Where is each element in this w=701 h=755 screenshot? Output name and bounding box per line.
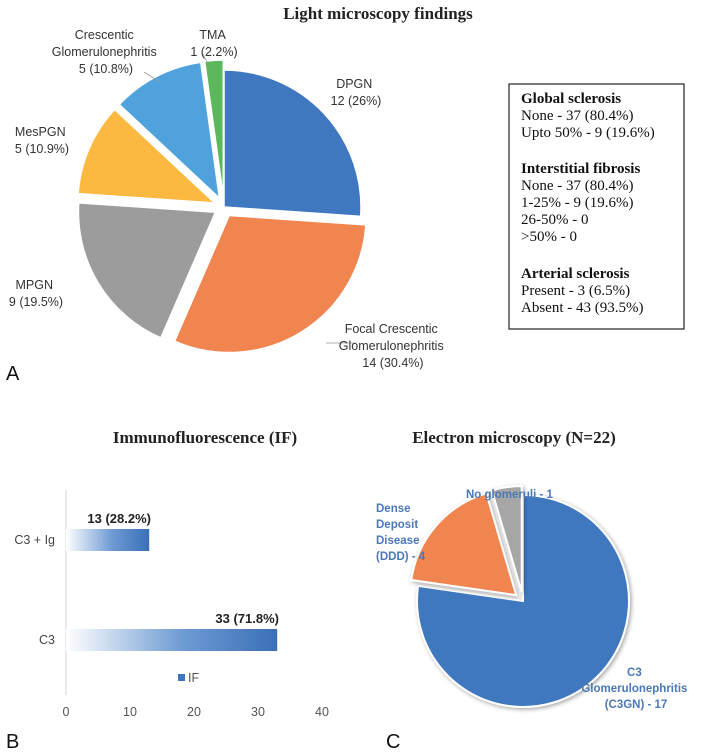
pie-a-leader-lines xyxy=(143,53,356,344)
label-ddd-l2: Deposit xyxy=(376,519,418,531)
summary-box: Global sclerosis None - 37 (80.4%) Upto … xyxy=(508,83,685,330)
chart-a-title: Light microscopy findings xyxy=(283,4,473,23)
bar-c3 xyxy=(66,629,278,651)
legend-if-label: IF xyxy=(188,671,199,685)
label-crescentic-value: 5 (10.8%) xyxy=(79,62,133,76)
label-ddd-l3: Disease xyxy=(376,535,419,547)
category-label-c3: C3 xyxy=(39,633,55,647)
bar-c3-ig xyxy=(66,529,150,551)
electron-microscopy-chart: Electron microscopy (N=22) C3 Glomerulon… xyxy=(376,428,690,753)
summary-box-border xyxy=(508,83,685,330)
label-crescentic: Crescentic Glomerulonephritis 5 (10.8%) xyxy=(52,28,160,76)
label-dpgn-value: 12 (26%) xyxy=(331,94,382,108)
x-tick-40: 40 xyxy=(315,705,329,719)
pie-c-slices xyxy=(410,485,630,708)
pie-slice-mpgn xyxy=(77,202,217,339)
pie-slice-tma xyxy=(203,59,225,198)
category-label-c3-ig: C3 + Ig xyxy=(14,533,55,547)
chart-b-title: Immunofluorescence (IF) xyxy=(113,428,297,447)
label-c3gn-l1: C3 xyxy=(627,667,642,679)
leader-tma xyxy=(202,53,209,65)
immunofluorescence-chart: Immunofluorescence (IF) C3 + Ig 13 (28.2%… xyxy=(6,428,329,753)
label-focal-l2: Glomerulonephritis xyxy=(339,339,444,353)
label-focal-l1: Focal Crescentic xyxy=(345,322,438,336)
pie-slice-no-glomeruli xyxy=(490,485,523,593)
label-mpgn-value: 9 (19.5%) xyxy=(9,295,63,309)
label-focal-value: 14 (30.4%) xyxy=(362,356,423,370)
summary-fibrosis-item-1: None - 37 (80.4%) xyxy=(521,178,633,194)
label-no-glomeruli: No glomeruli - 1 xyxy=(466,489,554,501)
summary-global-heading: Global sclerosis xyxy=(521,91,621,107)
summary-global-item-1: None - 37 (80.4%) xyxy=(521,108,633,124)
summary-arterial-item-2: Absent - 43 (93.5%) xyxy=(521,300,643,316)
data-label-c3: 33 (71.8%) xyxy=(215,611,279,626)
label-mpgn-name: MPGN xyxy=(16,278,54,292)
pie-slice-dense-deposit-disease-ddd xyxy=(410,492,518,597)
label-crescentic-l1: Crescentic xyxy=(75,28,134,42)
summary-arterial-heading: Arterial sclerosis xyxy=(521,266,630,282)
label-tma: TMA 1 (2.2%) xyxy=(190,28,237,59)
pie-slice-crescentic-glomerulonephritis xyxy=(118,61,221,201)
legend-if-swatch xyxy=(178,674,185,681)
chart-c-title: Electron microscopy (N=22) xyxy=(412,428,616,447)
x-tick-0: 0 xyxy=(63,705,70,719)
summary-fibrosis-heading: Interstitial fibrosis xyxy=(521,161,640,177)
summary-fibrosis-item-3: 26-50% - 0 xyxy=(521,212,589,228)
pie-slice-dpgn xyxy=(223,69,362,218)
summary-arterial-item-1: Present - 3 (6.5%) xyxy=(521,283,630,299)
label-ddd: Dense Deposit Disease (DDD) - 4 xyxy=(376,503,426,563)
label-dpgn: DPGN 12 (26%) xyxy=(331,77,382,108)
light-microscopy-chart: Light microscopy findings DPGN 12 (26%) … xyxy=(6,4,685,385)
summary-fibrosis-item-2: 1-25% - 9 (19.6%) xyxy=(521,195,633,211)
label-mespgn-value: 5 (10.9%) xyxy=(15,142,69,156)
label-c3gn: C3 Glomerulonephritis (C3GN) - 17 xyxy=(581,667,690,711)
label-mespgn: MesPGN 5 (10.9%) xyxy=(15,125,69,156)
pie-slice-mespgn xyxy=(77,108,217,204)
summary-fibrosis-item-4: >50% - 0 xyxy=(521,229,577,245)
label-tma-value: 1 (2.2%) xyxy=(190,45,237,59)
summary-global-item-2: Upto 50% - 9 (19.6%) xyxy=(521,125,655,141)
pie-slice-c3-glomerulonephritis-c3gn xyxy=(416,493,630,708)
label-mespgn-name: MesPGN xyxy=(15,125,66,139)
label-focal: Focal Crescentic Glomerulonephritis 14 (… xyxy=(339,322,447,370)
x-tick-10: 10 xyxy=(123,705,137,719)
data-label-c3-ig: 13 (28.2%) xyxy=(87,511,151,526)
label-ddd-l4: (DDD) - 4 xyxy=(376,551,426,563)
pie-a-slices xyxy=(77,59,367,354)
panel-label-b: B xyxy=(6,731,19,753)
x-tick-20: 20 xyxy=(187,705,201,719)
label-c3gn-l3: (C3GN) - 17 xyxy=(605,699,668,711)
panel-label-c: C xyxy=(386,731,400,753)
label-c3gn-l2: Glomerulonephritis xyxy=(581,683,687,695)
label-tma-name: TMA xyxy=(199,28,226,42)
leader-crescentic xyxy=(143,71,161,83)
label-mpgn: MPGN 9 (19.5%) xyxy=(9,278,63,309)
label-ddd-l1: Dense xyxy=(376,503,411,515)
x-tick-30: 30 xyxy=(251,705,265,719)
label-dpgn-name: DPGN xyxy=(336,77,372,91)
pie-slice-focal-crescentic-glomerulonephritis xyxy=(173,214,367,354)
panel-label-a: A xyxy=(6,363,20,385)
label-crescentic-l2: Glomerulonephritis xyxy=(52,45,157,59)
chart-b-bars: C3 + Ig 13 (28.2%) C3 33 (71.8%) 0 10 20 30 40 xyxy=(14,511,329,719)
